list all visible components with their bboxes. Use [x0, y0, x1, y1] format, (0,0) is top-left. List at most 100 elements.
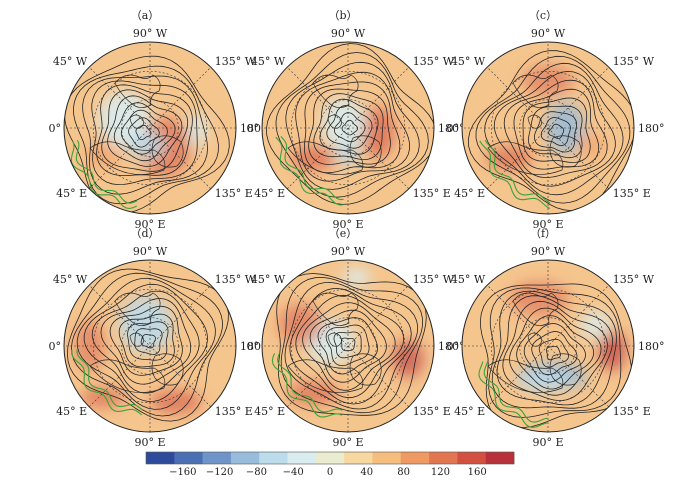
height-contour [72, 65, 219, 205]
polar-map-panel: （a） 90° W 135° W 180° 135° E 90° E 45° E 0° 45° … [49, 9, 267, 231]
colorbar-tick-label: 160 [468, 467, 487, 478]
coastline [327, 332, 342, 347]
lon-label-left: 0° [49, 122, 62, 135]
height-contour [479, 283, 633, 428]
height-contour [475, 55, 631, 204]
height-contour [91, 80, 198, 186]
anomaly-blob [485, 146, 534, 171]
lon-label-lower-left: 45° E [254, 187, 285, 200]
height-contour [134, 328, 163, 355]
colorbar-swatch [457, 452, 486, 464]
lon-label-top: 90° W [331, 245, 366, 258]
lon-label-upper-right: 135° W [613, 273, 655, 286]
lon-label-upper-left: 45° W [53, 273, 88, 286]
height-contour [64, 55, 230, 214]
colorbar-swatch [315, 452, 345, 464]
height-contour [101, 89, 189, 172]
height-contour [513, 88, 600, 170]
height-contour [135, 124, 152, 141]
lon-label-upper-left: 45° W [53, 55, 88, 68]
lon-label-upper-left: 45° W [251, 273, 286, 286]
lon-label-upper-right: 135° W [215, 55, 257, 68]
lon-label-right: 180° [240, 122, 267, 135]
panel-label: （e） [329, 227, 358, 240]
meridian-line [286, 284, 410, 408]
coastline [327, 114, 342, 129]
lon-label-lower-right: 135° E [413, 405, 451, 418]
coastline [487, 141, 564, 175]
map-outline [63, 41, 237, 215]
map-outline [261, 41, 435, 215]
anomaly-blob [360, 106, 396, 159]
coastline [89, 141, 166, 175]
polar-map-panel: （e） 90° W 135° W 180° 135° E 90° E 45° E 0° 45° … [247, 227, 465, 449]
height-contour [302, 302, 396, 391]
lon-label-top: 90° W [133, 27, 168, 40]
coastline [527, 332, 542, 347]
colorbar-tick-label: 120 [431, 467, 450, 478]
colorbar-swatch [174, 452, 203, 464]
height-contour [528, 105, 583, 159]
lon-label-left: 0° [49, 340, 62, 353]
lon-label-right: 180° [638, 340, 665, 353]
colorbar-swatch [485, 452, 515, 464]
lon-label-top: 90° W [133, 245, 168, 258]
meridian-line [286, 66, 410, 190]
colorbar-swatch [259, 452, 288, 464]
height-contour [340, 337, 356, 352]
lon-label-lower-right: 135° E [613, 187, 651, 200]
height-contour [280, 276, 424, 414]
coastline [549, 353, 582, 386]
lon-label-right: 180° [638, 122, 665, 135]
height-contour [488, 287, 622, 418]
polar-map-panel: （b） 90° W 135° W 180° 135° E 90° E 45° E 0° 45° … [247, 9, 465, 231]
anomaly-blob [577, 133, 605, 158]
colorbar-tick-label: 40 [360, 467, 373, 478]
height-contour [522, 97, 591, 163]
polar-map-panel: （c） 90° W 135° W 180° 135° E 90° E 45° E 0° 45° … [447, 9, 665, 231]
height-contour [113, 102, 176, 162]
lon-label-top: 90° W [331, 27, 366, 40]
height-contour [516, 315, 595, 390]
colorbar-tick-label: 80 [397, 467, 410, 478]
lon-label-upper-left: 45° W [251, 55, 286, 68]
height-contour [118, 313, 175, 368]
coastline [287, 359, 364, 393]
coastline [512, 292, 559, 326]
height-contour [491, 290, 617, 409]
anomaly-blob [342, 268, 371, 286]
lon-label-lower-left: 45° E [454, 187, 485, 200]
green-contour [71, 350, 143, 416]
height-contour [128, 117, 160, 148]
coastline [527, 114, 542, 129]
green-contour [275, 136, 344, 206]
colorbar-tick-label: −120 [206, 467, 233, 478]
anomaly-blob [74, 320, 106, 372]
colorbar-swatch [202, 452, 232, 464]
anomaly-blob [150, 389, 202, 414]
map-outline [261, 259, 435, 433]
height-contour [540, 117, 571, 146]
colorbar-swatch [287, 452, 317, 464]
height-contour [531, 331, 578, 376]
map-lines [64, 42, 236, 214]
meridian-line [486, 66, 610, 190]
coastline [312, 74, 359, 108]
panel-label: （d） [130, 227, 159, 240]
height-contour [285, 61, 420, 190]
lon-label-lower-left: 45° E [56, 187, 87, 200]
green-contour [280, 136, 344, 201]
lon-label-lower-right: 135° E [215, 187, 253, 200]
height-contour [546, 346, 561, 361]
coastline [349, 353, 382, 386]
height-contour [295, 294, 405, 399]
colorbar-tick-label: −40 [283, 467, 304, 478]
anomaly-blob [509, 281, 570, 316]
coastline [114, 74, 161, 108]
height-contour [266, 43, 434, 205]
green-contour [76, 349, 143, 411]
colorbar-tick-label: 0 [327, 467, 333, 478]
map-outline [63, 259, 237, 433]
height-contour [493, 70, 616, 187]
